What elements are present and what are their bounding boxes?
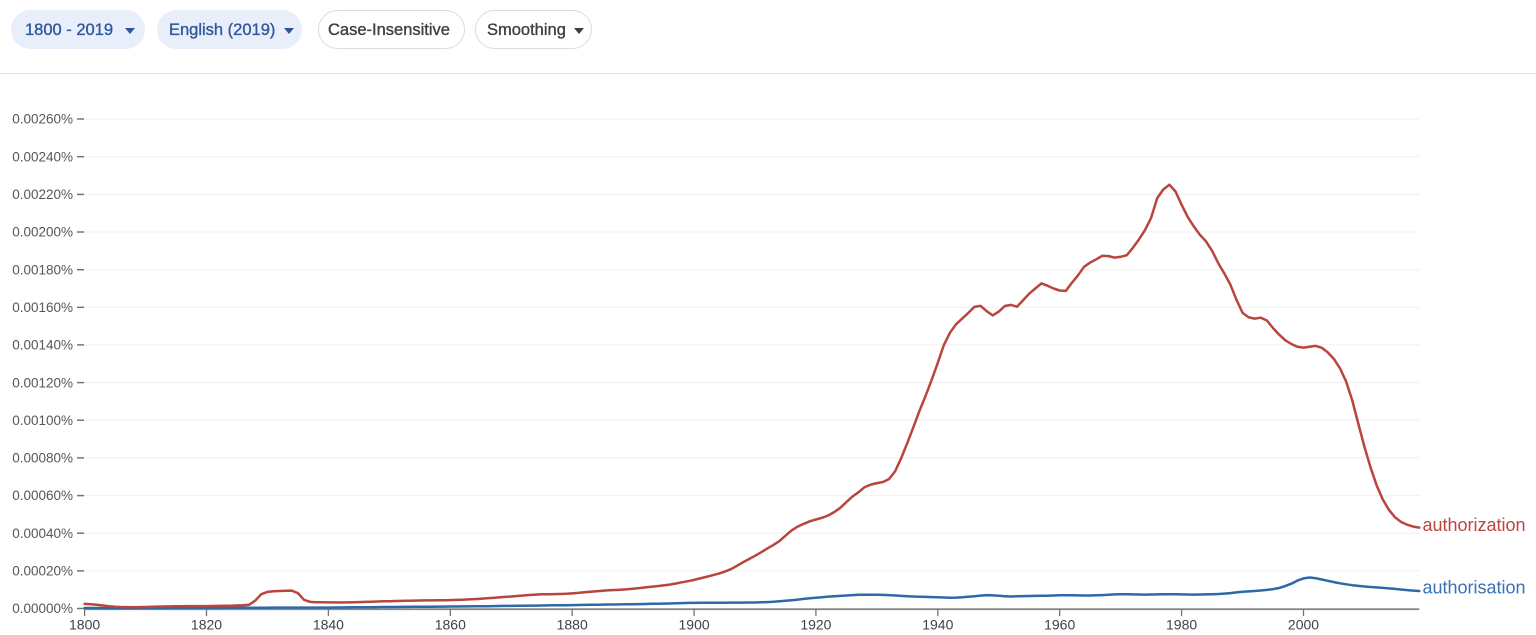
svg-text:0.00200%: 0.00200% bbox=[12, 225, 73, 240]
svg-text:authorisation: authorisation bbox=[1423, 578, 1526, 598]
svg-text:1840: 1840 bbox=[313, 617, 344, 633]
svg-text:1880: 1880 bbox=[557, 617, 588, 633]
svg-text:0.00180%: 0.00180% bbox=[12, 262, 73, 277]
svg-text:0.00020%: 0.00020% bbox=[12, 564, 73, 579]
svg-text:0.00040%: 0.00040% bbox=[12, 526, 73, 541]
svg-text:0.00240%: 0.00240% bbox=[12, 149, 73, 164]
svg-text:1920: 1920 bbox=[800, 617, 831, 633]
svg-text:0.00140%: 0.00140% bbox=[12, 338, 73, 353]
svg-text:0.00000%: 0.00000% bbox=[12, 601, 73, 616]
svg-text:1960: 1960 bbox=[1044, 617, 1075, 633]
svg-text:1800: 1800 bbox=[69, 617, 100, 633]
svg-text:0.00080%: 0.00080% bbox=[12, 451, 73, 466]
svg-text:0.00120%: 0.00120% bbox=[12, 375, 73, 390]
svg-text:authorization: authorization bbox=[1423, 515, 1526, 535]
svg-text:1860: 1860 bbox=[435, 617, 466, 633]
svg-text:1900: 1900 bbox=[679, 617, 710, 633]
svg-text:0.00160%: 0.00160% bbox=[12, 300, 73, 315]
svg-text:0.00060%: 0.00060% bbox=[12, 488, 73, 503]
svg-text:0.00220%: 0.00220% bbox=[12, 187, 73, 202]
svg-text:1820: 1820 bbox=[191, 617, 222, 633]
svg-text:0.00260%: 0.00260% bbox=[12, 112, 73, 127]
svg-text:2000: 2000 bbox=[1288, 617, 1319, 633]
svg-text:1940: 1940 bbox=[922, 617, 953, 633]
svg-text:1980: 1980 bbox=[1166, 617, 1197, 633]
svg-text:0.00100%: 0.00100% bbox=[12, 413, 73, 428]
